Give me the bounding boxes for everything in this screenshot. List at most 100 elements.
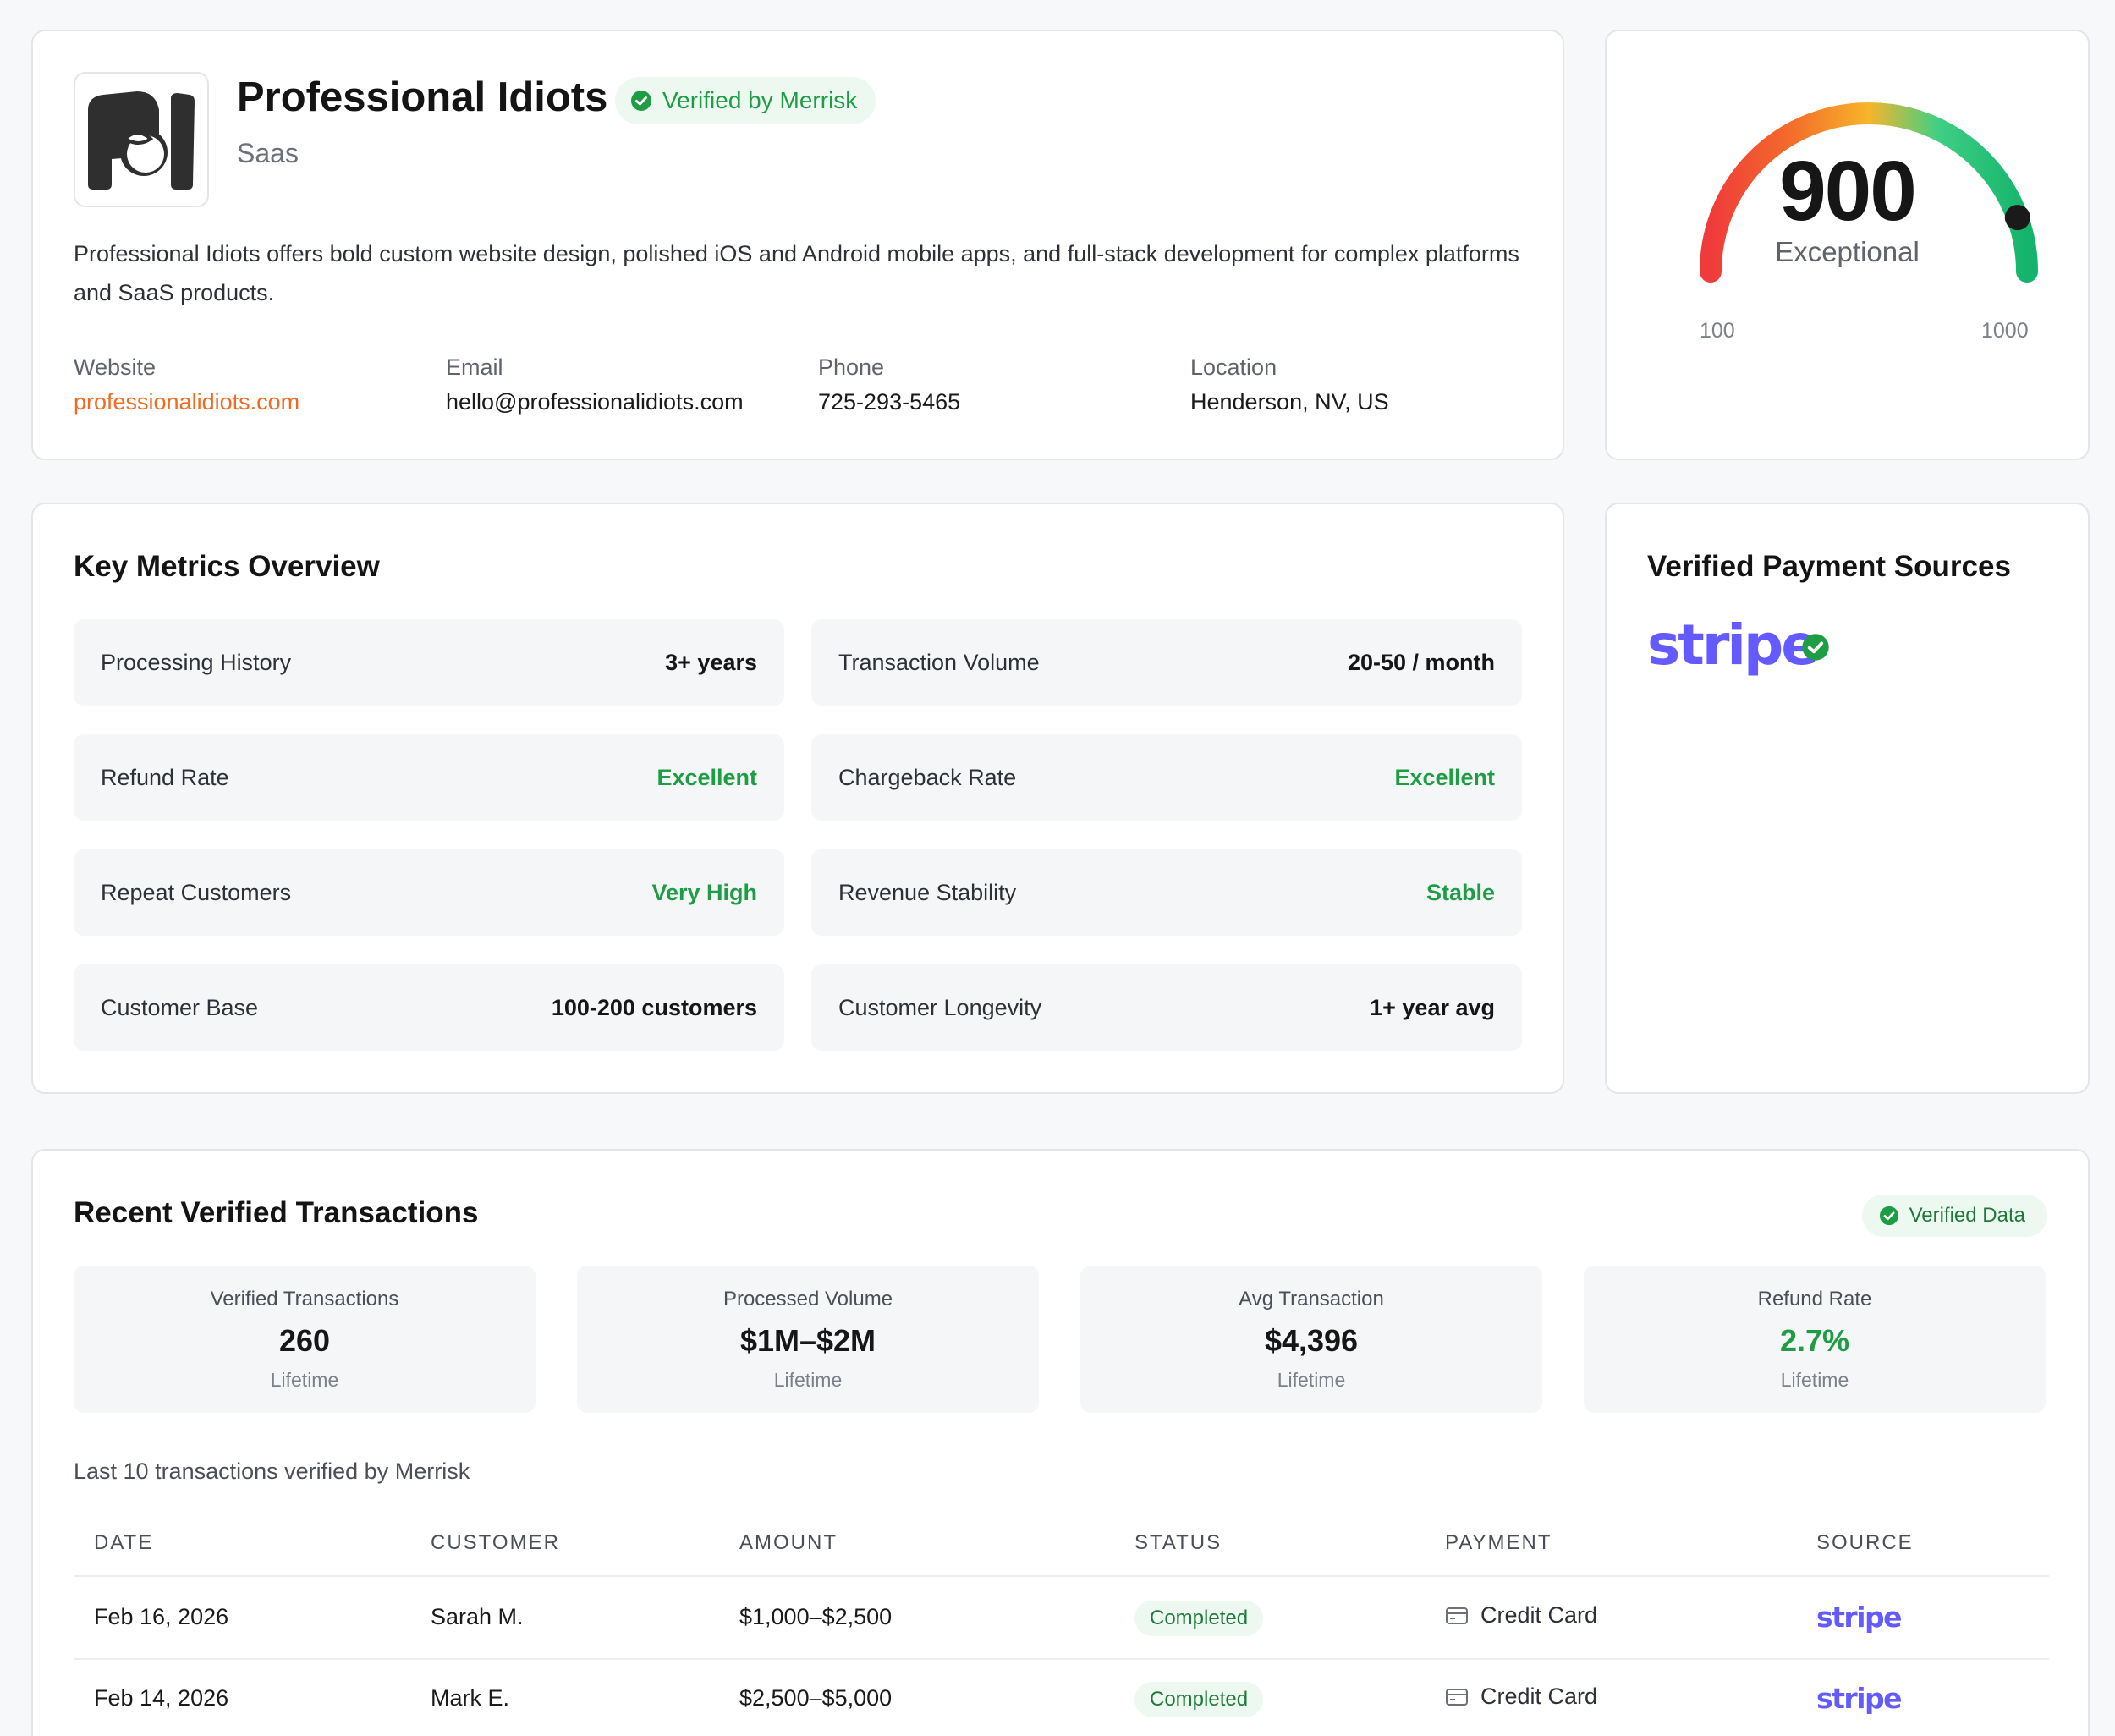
metric-transaction-volume: Transaction Volume 20-50 / month bbox=[811, 619, 1522, 706]
row-customer: Sarah M. bbox=[431, 1604, 524, 1629]
contact-label: Website bbox=[74, 354, 157, 380]
score-max: 1000 bbox=[1981, 319, 2029, 343]
metric-customer-base: Customer Base 100-200 customers bbox=[74, 964, 784, 1051]
payment-sources-title: Verified Payment Sources bbox=[1647, 550, 2011, 583]
row-date: Feb 16, 2026 bbox=[94, 1604, 229, 1629]
column-header-status[interactable]: STATUS bbox=[1134, 1531, 1222, 1554]
email-value: hello@professionalidiots.com bbox=[446, 389, 744, 415]
transactions-caption: Last 10 transactions verified by Merrisk bbox=[74, 1459, 470, 1484]
metric-processing-history: Processing History 3+ years bbox=[74, 619, 784, 706]
metric-customer-longevity: Customer Longevity 1+ year avg bbox=[811, 964, 1522, 1051]
row-date: Feb 14, 2026 bbox=[94, 1685, 229, 1711]
gauge-arc bbox=[1700, 102, 2038, 283]
check-circle-icon bbox=[631, 91, 651, 111]
score-min: 100 bbox=[1700, 319, 1735, 343]
metric-value: 20-50 / month bbox=[1347, 649, 1495, 675]
column-header-date[interactable]: DATE bbox=[94, 1531, 154, 1554]
company-name: Professional Idiots bbox=[237, 74, 608, 120]
phone-value: 725-293-5465 bbox=[818, 389, 961, 415]
row-customer: Mark E. bbox=[431, 1685, 510, 1711]
contact-location: Location Henderson, NV, US bbox=[1190, 354, 1389, 415]
verified-data-label: Verified Data bbox=[1909, 1204, 2025, 1227]
verified-badge-label: Verified by Merrisk bbox=[662, 87, 858, 113]
metric-value: Stable bbox=[1426, 879, 1495, 905]
metric-value: Very High bbox=[651, 879, 757, 905]
stripe-logo: stripe bbox=[1647, 613, 1819, 678]
verified-badge: Verified by Merrisk bbox=[615, 77, 876, 124]
table-row[interactable]: Feb 14, 2026 Mark E. $2,500–$5,000 Compl… bbox=[74, 1660, 2049, 1736]
column-header-customer[interactable]: CUSTOMER bbox=[431, 1531, 560, 1554]
status-badge: Completed bbox=[1134, 1682, 1264, 1717]
stat-label: Refund Rate bbox=[1757, 1288, 1872, 1310]
transactions-table-header: DATE CUSTOMER AMOUNT STATUS PAYMENT SOUR… bbox=[74, 1524, 2049, 1577]
metric-label: Customer Base bbox=[101, 994, 259, 1020]
stat-sublabel: Lifetime bbox=[1277, 1369, 1346, 1391]
metric-refund-rate: Refund Rate Excellent bbox=[74, 734, 784, 821]
column-header-payment[interactable]: PAYMENT bbox=[1445, 1531, 1552, 1554]
credit-card-icon bbox=[1446, 1607, 1468, 1624]
stat-label: Avg Transaction bbox=[1239, 1288, 1384, 1310]
stat-processed-volume: Processed Volume $1M–$2M Lifetime bbox=[577, 1266, 1039, 1413]
score-value: 900 bbox=[1779, 144, 1917, 239]
row-amount: $2,500–$5,000 bbox=[739, 1685, 893, 1711]
payment-sources-card: Verified Payment Sources stripe bbox=[1605, 503, 2090, 1094]
company-category: Saas bbox=[237, 138, 299, 168]
stat-value: $4,396 bbox=[1264, 1323, 1359, 1358]
metric-value: 3+ years bbox=[665, 649, 757, 675]
metric-label: Processing History bbox=[101, 649, 292, 675]
credit-card-icon bbox=[1446, 1688, 1468, 1706]
website-link[interactable]: professionalidiots.com bbox=[74, 389, 300, 415]
key-metrics-title: Key Metrics Overview bbox=[74, 550, 380, 583]
row-payment: Credit Card bbox=[1445, 1602, 1597, 1629]
stat-avg-transaction: Avg Transaction $4,396 Lifetime bbox=[1080, 1266, 1542, 1413]
row-amount: $1,000–$2,500 bbox=[739, 1604, 893, 1629]
stat-label: Processed Volume bbox=[722, 1288, 893, 1310]
status-badge: Completed bbox=[1134, 1601, 1264, 1636]
contact-label: Phone bbox=[818, 354, 885, 380]
column-header-source[interactable]: SOURCE bbox=[1816, 1531, 1914, 1554]
check-circle-icon bbox=[1802, 634, 1829, 661]
row-payment: Credit Card bbox=[1445, 1684, 1597, 1710]
payment-method: Credit Card bbox=[1480, 1684, 1598, 1709]
metric-revenue-stability: Revenue Stability Stable bbox=[811, 849, 1522, 936]
stat-value: 2.7% bbox=[1779, 1323, 1850, 1358]
stat-sublabel: Lifetime bbox=[270, 1369, 339, 1391]
contact-phone: Phone 725-293-5465 bbox=[818, 354, 960, 415]
contact-label: Email bbox=[446, 354, 503, 380]
metric-chargeback-rate: Chargeback Rate Excellent bbox=[811, 734, 1522, 821]
metric-label: Chargeback Rate bbox=[838, 764, 1017, 790]
table-row[interactable]: Feb 16, 2026 Sarah M. $1,000–$2,500 Comp… bbox=[74, 1579, 2049, 1660]
contact-website: Website professionalidiots.com bbox=[74, 354, 299, 415]
metric-label: Customer Longevity bbox=[838, 994, 1042, 1020]
check-circle-icon bbox=[1879, 1206, 1898, 1226]
score-gauge bbox=[1700, 102, 2038, 283]
payment-method: Credit Card bbox=[1480, 1602, 1598, 1628]
contact-label: Location bbox=[1190, 354, 1277, 380]
metric-label: Revenue Stability bbox=[838, 879, 1017, 905]
metric-value: Excellent bbox=[656, 764, 757, 790]
stripe-source-logo: stripe bbox=[1816, 1682, 1903, 1715]
key-metrics-card: Key Metrics Overview Processing History … bbox=[31, 503, 1564, 1094]
score-rating-label: Exceptional bbox=[1775, 236, 1920, 267]
stat-label: Verified Transactions bbox=[210, 1288, 399, 1310]
column-header-amount[interactable]: AMOUNT bbox=[739, 1531, 838, 1554]
stat-sublabel: Lifetime bbox=[1780, 1369, 1849, 1391]
gauge-indicator bbox=[2004, 205, 2030, 231]
verified-data-badge: Verified Data bbox=[1861, 1195, 2047, 1237]
metric-label: Transaction Volume bbox=[838, 649, 1040, 675]
company-description: Professional Idiots offers bold custom w… bbox=[74, 241, 1519, 305]
contact-email: Email hello@professionalidiots.com bbox=[446, 354, 744, 415]
metric-value: 100-200 customers bbox=[551, 994, 757, 1020]
company-profile-card: Professional Idiots Verified by Merrisk … bbox=[31, 30, 1564, 460]
stripe-source-logo: stripe bbox=[1816, 1601, 1903, 1634]
location-value: Henderson, NV, US bbox=[1190, 389, 1389, 415]
metric-value: Excellent bbox=[1394, 764, 1495, 790]
stat-value: $1M–$2M bbox=[739, 1323, 876, 1358]
metric-label: Refund Rate bbox=[101, 764, 229, 790]
company-logo bbox=[74, 72, 209, 207]
metric-value: 1+ year avg bbox=[1370, 994, 1495, 1020]
metric-repeat-customers: Repeat Customers Very High bbox=[74, 849, 784, 936]
stat-sublabel: Lifetime bbox=[773, 1369, 843, 1391]
company-logo-icon bbox=[88, 91, 195, 190]
transactions-title: Recent Verified Transactions bbox=[74, 1196, 479, 1229]
